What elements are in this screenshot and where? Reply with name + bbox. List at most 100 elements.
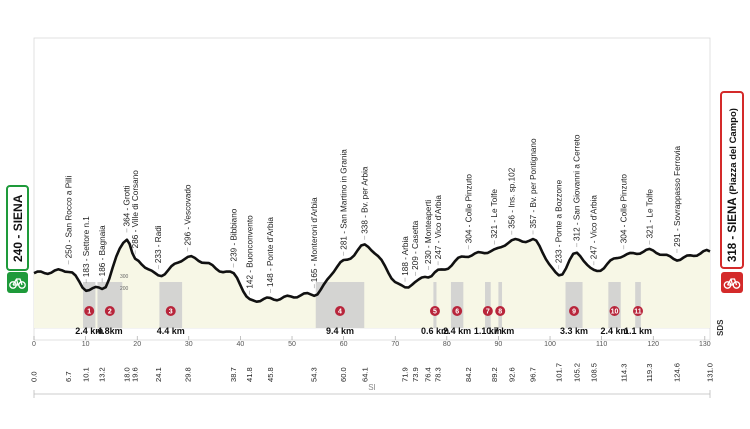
sector-length: 1.1 km — [474, 326, 502, 336]
sectors-layer: 1 2.4 km 2 4.8km 3 4.4 km 4 9.4 km 5 0.6 km 6 2.4 k… — [75, 282, 652, 336]
sector-length: 0.7 km — [486, 326, 514, 336]
waypoint-km: 0.0 — [30, 371, 39, 382]
axis-tick-label: 70 — [391, 341, 399, 348]
axis-tick-label: 100 — [544, 341, 556, 348]
axis-tick-label: 120 — [647, 341, 659, 348]
axis-tick-label: 110 — [596, 341, 607, 348]
sector-band — [608, 282, 621, 328]
axis-tick-label: 20 — [133, 341, 141, 348]
sector-5: 5 0.6 km — [421, 282, 449, 336]
sector-number-marker — [335, 306, 346, 316]
svg-text:240 - SIENA: 240 - SIENA — [11, 194, 25, 262]
axis-tick-label: 80 — [443, 341, 451, 348]
waypoint-km: 19.6 — [131, 367, 140, 382]
waypoint-km: 92.6 — [507, 367, 516, 382]
sector-number: 2 — [108, 309, 112, 316]
altitude-tick-300: 300 — [120, 274, 129, 280]
start-badge: 240 - SIENA — [6, 185, 29, 293]
altitude-tick-200: 200 — [120, 286, 129, 292]
waypoint-label: 233 - Radi — [154, 225, 163, 263]
waypoint-km: 71.9 — [401, 367, 410, 382]
sector-number-marker — [609, 306, 620, 316]
waypoint-km: 29.8 — [183, 367, 192, 382]
bicycle-icon — [723, 278, 741, 289]
sector-number-marker — [452, 306, 463, 316]
sector-number-marker — [165, 306, 176, 316]
sector-band — [83, 282, 96, 328]
sector-length: 4.4 km — [157, 326, 185, 336]
sector-3: 3 4.4 km — [157, 282, 185, 336]
sector-8: 8 0.7 km — [486, 282, 514, 336]
waypoint-label: 188 - Arbia — [401, 236, 410, 276]
waypoint-km: 119.3 — [645, 364, 654, 382]
sector-1: 1 2.4 km — [75, 282, 103, 336]
sector-number: 9 — [572, 309, 576, 316]
axis-tick-label: 0 — [32, 341, 36, 348]
waypoint-label: 165 - Monteroni d'Arbia — [310, 197, 319, 282]
sector-band — [315, 282, 365, 328]
sector-11: 11 1.1 km — [624, 282, 652, 336]
waypoint-km: 108.5 — [589, 363, 598, 382]
waypoint-label: 247 - Vico d'Arbia — [590, 195, 599, 260]
waypoint-km: 64.1 — [360, 367, 369, 382]
waypoint-km: 41.8 — [245, 367, 254, 382]
finish-name: SIENA — [727, 198, 739, 233]
axis-tick-label: 50 — [288, 341, 296, 348]
profile-line — [33, 237, 711, 303]
sector-number: 7 — [486, 309, 490, 316]
sector-length: 9.4 km — [326, 326, 354, 336]
brand-mark: SDS — [716, 319, 725, 336]
sector-4: 4 9.4 km — [315, 282, 365, 336]
sector-number: 8 — [498, 309, 502, 316]
finish-altitude: 318 — [727, 242, 739, 262]
waypoint-label: 321 - Le Tolfe — [645, 189, 654, 239]
waypoint-km: 124.6 — [672, 363, 681, 382]
waypoint-label: 183 - Settore n.1 — [82, 216, 91, 277]
sector-number-marker — [495, 306, 506, 316]
sector-number: 11 — [634, 309, 642, 316]
waypoint-km: 13.2 — [98, 367, 107, 382]
sector-number-marker — [482, 306, 493, 316]
sector-length: 3.3 km — [560, 326, 588, 336]
start-altitude: 240 — [11, 242, 25, 262]
sector-9: 9 3.3 km — [560, 282, 588, 336]
waypoint-km: 84.2 — [464, 367, 473, 382]
waypoint-label: 186 - Bagnaia — [98, 225, 107, 276]
sector-number: 10 — [611, 309, 619, 316]
waypoint-label: 209 - Casetta — [411, 220, 420, 270]
axis-tick-label: 130 — [699, 341, 711, 348]
waypoint-label: 304 - Colle Pinzuto — [620, 174, 629, 244]
start-name: SIENA — [11, 194, 25, 231]
waypoint-km: 89.2 — [490, 367, 499, 382]
sector-10: 10 2.4 km — [601, 282, 629, 336]
waypoint-label: 142 - Buonconvento — [246, 215, 255, 289]
sector-number-marker — [104, 306, 115, 316]
waypoint-label: 247 - Vico d'Arbia — [434, 195, 443, 260]
profile-line-layer — [33, 237, 711, 303]
sector-band — [635, 282, 641, 328]
waypoint-label: 364 - Grotti — [123, 185, 132, 226]
finish-place: (Piazza del Campo) — [728, 108, 739, 195]
sector-band — [433, 282, 437, 328]
sector-length: 4.8km — [97, 326, 123, 336]
waypoint-km: 96.7 — [529, 367, 538, 382]
waypoint-label: 357 - Bv. per Pontignano — [529, 138, 538, 228]
sector-number: 6 — [455, 309, 459, 316]
waypoint-km: 131.0 — [706, 363, 715, 382]
waypoint-label: 291 - Sovrappasso Ferrovia — [673, 145, 682, 246]
sector-number-marker — [429, 306, 440, 316]
waypoint-label: 296 - Vescovado — [184, 184, 193, 245]
waypoint-km: 54.3 — [310, 367, 319, 382]
waypoint-km: 45.8 — [266, 367, 275, 382]
waypoint-label: 304 - Colle Pinzuto — [464, 174, 473, 244]
waypoint-km: 105.2 — [572, 363, 581, 382]
axis-tick-label: 30 — [185, 341, 193, 348]
sector-length: 2.4 km — [443, 326, 471, 336]
waypoint-label: 148 - Ponte d'Arbia — [266, 217, 275, 287]
waypoint-km: 78.3 — [434, 367, 443, 382]
sector-number: 5 — [433, 309, 437, 316]
axis-tick-label: 60 — [340, 341, 348, 348]
sector-length: 2.4 km — [601, 326, 629, 336]
sector-length: 1.1 km — [624, 326, 652, 336]
sector-6: 6 2.4 km — [443, 282, 471, 336]
